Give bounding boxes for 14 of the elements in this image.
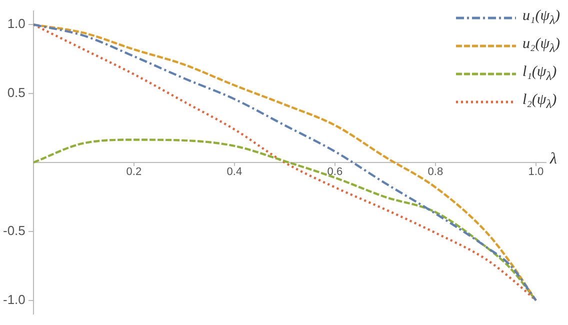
- x-tick-label: 0.4: [226, 166, 242, 178]
- legend-label: u₁(ψ$_{λ}$): [522, 8, 560, 28]
- legend-label: l₂(ψ$_{λ}$): [522, 92, 557, 112]
- y-tick-label: 1.0: [7, 16, 26, 32]
- y-tick-label: -1.0: [2, 292, 26, 307]
- x-tick-label: 1.0: [528, 166, 544, 178]
- y-tick-label: -0.5: [2, 223, 26, 238]
- x-tick-label: 0.2: [126, 166, 142, 178]
- legend-label: u₂(ψ$_{λ}$): [522, 36, 560, 56]
- x-axis-title: λ: [549, 150, 557, 168]
- x-tick-label: 0.8: [428, 166, 444, 178]
- legend-label: l₁(ψ$_{λ}$): [522, 64, 557, 84]
- y-tick-label: 0.5: [7, 85, 26, 100]
- x-tick-label: 0.6: [327, 166, 343, 178]
